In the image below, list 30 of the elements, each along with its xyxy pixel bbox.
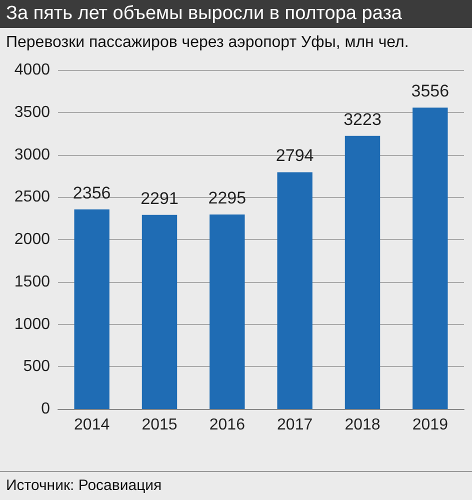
x-tick-label: 2016: [209, 416, 246, 434]
y-tick-label: 2500: [14, 188, 50, 206]
y-tick-label: 3500: [14, 104, 50, 121]
bar: [277, 172, 312, 409]
y-tick-label: 4000: [14, 62, 50, 78]
data-label: 2295: [208, 188, 246, 208]
data-label: 2291: [140, 188, 178, 208]
x-tick-label: 2015: [142, 416, 178, 434]
bar: [74, 209, 110, 409]
data-label: 2356: [72, 183, 111, 202]
chart-title: За пять лет объемы выросли в полтора раза: [0, 0, 472, 28]
x-tick-label: 2018: [344, 416, 380, 434]
y-tick-label: 500: [23, 358, 50, 376]
x-tick-label: 2019: [412, 416, 448, 434]
bar: [412, 108, 448, 409]
y-tick-label: 1000: [14, 316, 50, 333]
data-label: 3556: [411, 82, 450, 101]
y-tick-label: 0: [41, 400, 50, 418]
data-label: 3223: [344, 110, 382, 129]
text: Источник: Росавиация: [0, 471, 472, 500]
y-tick-label: 1500: [14, 273, 50, 290]
y-tick-label: 2000: [14, 231, 50, 248]
x-tick-label: 2014: [74, 416, 110, 434]
bar: [344, 136, 380, 409]
chart-subtitle: Перевозки пассажиров через аэропорт Уфы, млн чел.: [5, 33, 410, 52]
y-tick-label: 3000: [14, 146, 50, 164]
bar: [142, 214, 178, 409]
data-label: 2794: [276, 146, 314, 166]
x-tick-label: 2017: [277, 416, 313, 434]
bar: [210, 214, 245, 409]
